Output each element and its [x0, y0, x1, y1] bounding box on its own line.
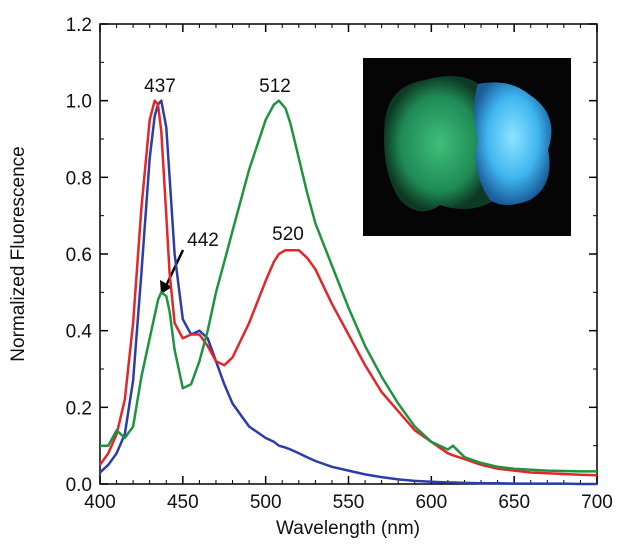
y-axis-label: Normalized Fluorescence	[8, 146, 29, 361]
y-tick-label: 0.6	[66, 245, 92, 266]
y-tick-label: 0.8	[66, 168, 92, 189]
annotation-arrow	[163, 249, 185, 289]
y-tick-label: 1.0	[66, 92, 92, 113]
series-line	[100, 99, 597, 473]
x-axis-label: Wavelength (nm)	[276, 518, 420, 539]
series-line	[99, 99, 597, 486]
annotation: 437	[144, 76, 176, 97]
annotation: 520	[272, 224, 304, 245]
y-tick-label: 0.0	[66, 475, 92, 496]
x-tick-label: 500	[250, 492, 282, 513]
series-line	[98, 99, 598, 477]
y-tick-label: 0.4	[66, 322, 93, 343]
y-tick-label: 1.2	[66, 15, 92, 36]
x-tick-label: 450	[167, 492, 199, 513]
annotation: 512	[259, 76, 291, 97]
y-tick-label: 0.2	[66, 398, 92, 419]
x-tick-label: 550	[333, 492, 365, 513]
x-tick-label: 650	[498, 492, 530, 513]
x-tick-label: 600	[415, 492, 447, 513]
inset-photo	[363, 58, 571, 236]
x-tick-label: 700	[581, 492, 613, 513]
annotation: 442	[187, 230, 219, 251]
x-tick-label: 400	[84, 492, 116, 513]
annotation-arrow-head	[160, 280, 172, 294]
